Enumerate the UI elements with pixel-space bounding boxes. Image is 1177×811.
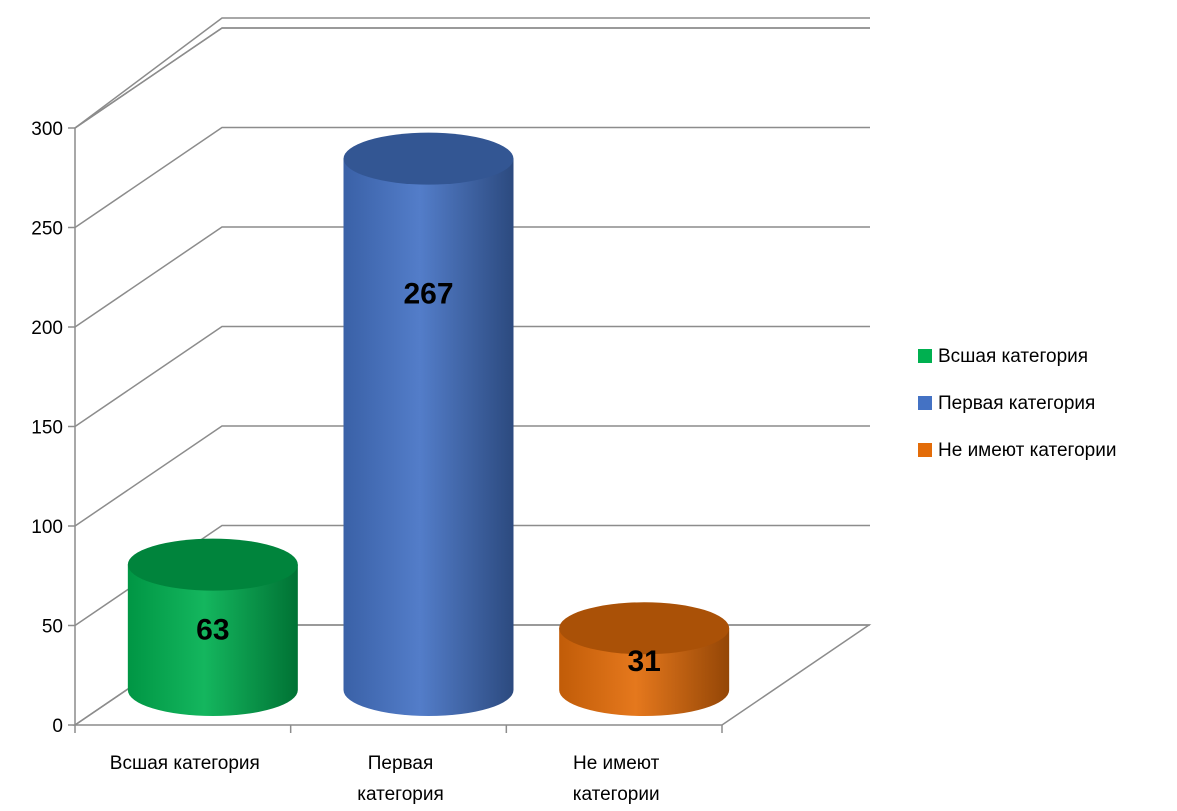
legend: Всшая категория Первая категория Не имеют … bbox=[918, 346, 1116, 461]
x-category-label: Не имеют bbox=[573, 753, 660, 774]
legend-swatch bbox=[918, 443, 932, 457]
bar-cylinder bbox=[344, 133, 514, 716]
gridline bbox=[75, 28, 870, 128]
y-tick-label: 0 bbox=[52, 716, 63, 737]
y-tick-label: 300 bbox=[31, 119, 63, 140]
y-tick-label: 100 bbox=[31, 517, 63, 538]
x-category-label: Первая bbox=[368, 753, 434, 774]
legend-swatch bbox=[918, 349, 932, 363]
legend-label: Всшая категория bbox=[938, 346, 1088, 367]
data-label: 31 bbox=[627, 645, 660, 678]
legend-label: Первая категория bbox=[938, 393, 1095, 414]
data-label: 63 bbox=[196, 613, 229, 646]
legend-swatch bbox=[918, 396, 932, 410]
legend-label: Не имеют категории bbox=[938, 440, 1116, 461]
y-tick-label: 200 bbox=[31, 318, 63, 339]
x-category-label: Всшая категория bbox=[110, 753, 260, 774]
y-tick-label: 50 bbox=[42, 617, 63, 638]
bar-body bbox=[344, 159, 514, 716]
y-tick-label: 250 bbox=[31, 219, 63, 240]
x-category-label: категория bbox=[357, 784, 443, 805]
y-tick-label: 150 bbox=[31, 418, 63, 439]
bar-top bbox=[344, 133, 514, 185]
data-label: 267 bbox=[403, 278, 453, 311]
bar-top bbox=[128, 539, 298, 591]
gridline-top bbox=[75, 18, 870, 128]
x-category-label: категории bbox=[573, 784, 660, 805]
gridline bbox=[75, 28, 870, 128]
